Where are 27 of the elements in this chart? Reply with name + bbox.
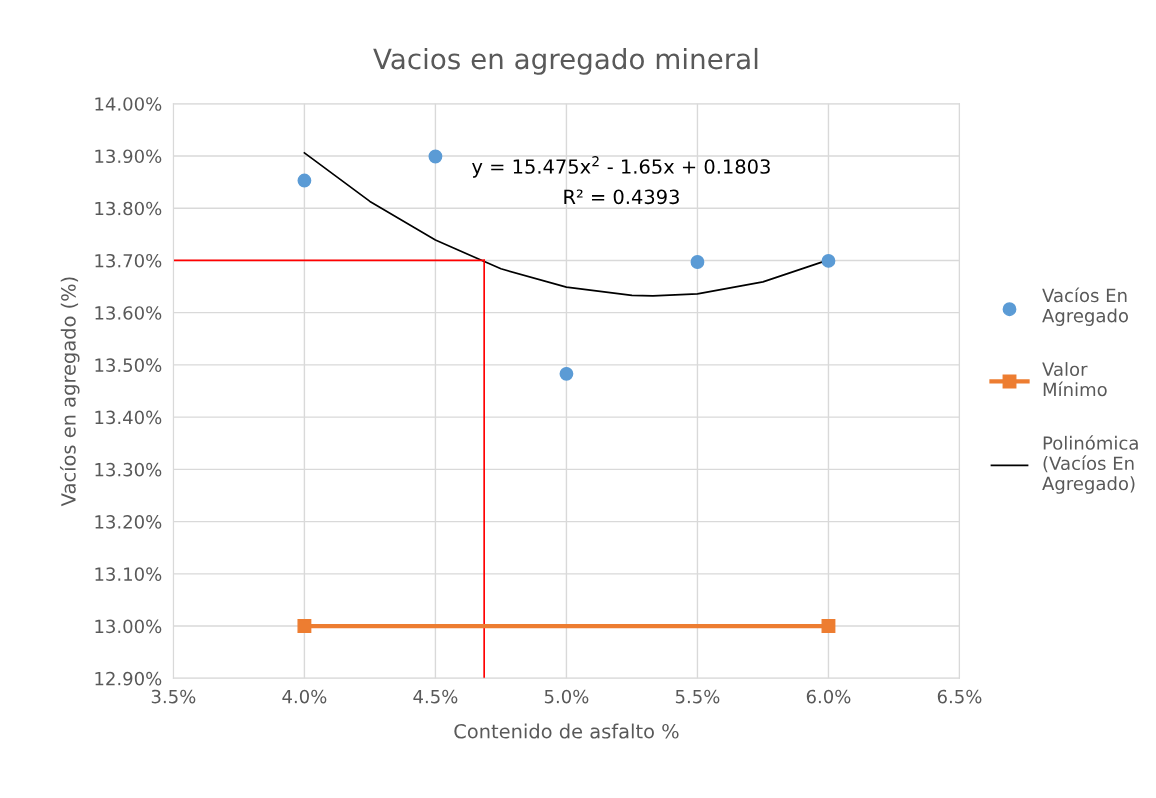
legend-label: Valor Mínimo <box>1042 362 1107 397</box>
chart-title: Vacios en agregado mineral <box>373 47 758 75</box>
y-tick-label: 12.90% <box>95 671 162 686</box>
legend-label: Vacíos En Agregado <box>1042 287 1128 326</box>
y-tick-label: 13.90% <box>95 149 162 164</box>
y-tick-label: 13.10% <box>95 567 162 581</box>
x-axis-title: Contenido de asfalto % <box>454 723 679 739</box>
y-tick-label: 14.00% <box>95 97 162 111</box>
y-tick-label: 13.20% <box>95 515 162 529</box>
y-tick-label: 13.70% <box>95 253 162 268</box>
x-tick-label: 3.5% <box>151 689 196 704</box>
x-tick-label: 4.0% <box>282 689 327 704</box>
y-tick-label: 13.80% <box>95 201 162 216</box>
y-tick-label: 13.50% <box>95 358 162 373</box>
y-tick-label: 13.40% <box>95 410 162 425</box>
y-tick-label: 13.30% <box>95 462 162 477</box>
y-tick-label: 13.60% <box>95 306 162 320</box>
annotation: y = 15.475x$^{2}$ - 1.65x + 0.1803 <box>472 156 770 178</box>
legend-label: Polinómica (Vacíos En Agregado) <box>1042 435 1138 494</box>
x-tick-label: 5.0% <box>544 689 589 704</box>
x-tick-label: 6.5% <box>937 689 982 704</box>
y-tick-label: 13.00% <box>95 619 162 634</box>
x-tick-label: 5.5% <box>675 689 720 704</box>
y-axis-title: Vacíos en agregado (%) <box>59 277 80 507</box>
annotation: R² = 0.4393 <box>564 189 679 205</box>
x-tick-label: 4.5% <box>413 689 458 704</box>
x-tick-label: 6.0% <box>806 689 851 704</box>
